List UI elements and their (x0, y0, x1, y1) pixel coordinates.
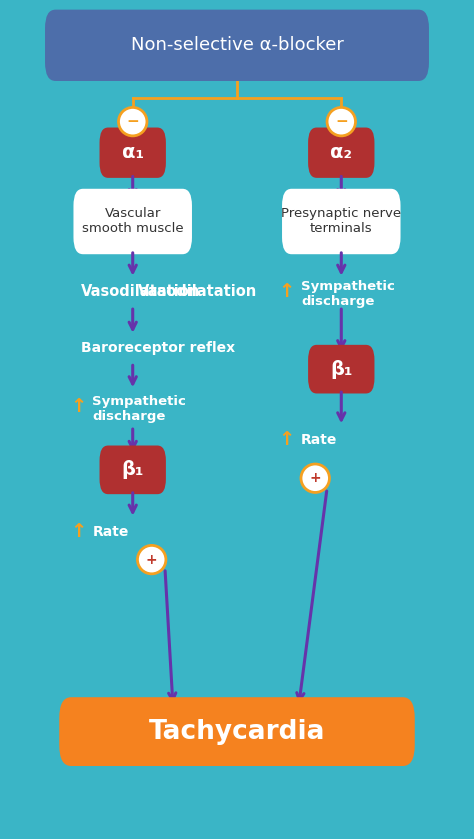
Text: Vascular
smooth muscle: Vascular smooth muscle (82, 207, 183, 236)
Text: Sympathetic
discharge: Sympathetic discharge (92, 394, 186, 423)
Ellipse shape (118, 107, 147, 136)
FancyBboxPatch shape (282, 189, 401, 254)
Ellipse shape (301, 464, 329, 492)
Text: ↑: ↑ (279, 430, 295, 449)
Text: Sympathetic
discharge: Sympathetic discharge (301, 279, 395, 308)
Text: Non-selective α-blocker: Non-selective α-blocker (130, 36, 344, 55)
Text: ↑: ↑ (70, 523, 86, 541)
Text: β₁: β₁ (121, 461, 144, 479)
Ellipse shape (137, 545, 166, 574)
FancyBboxPatch shape (59, 697, 415, 766)
Text: −: − (127, 114, 139, 129)
FancyBboxPatch shape (73, 189, 192, 254)
Text: Tachycardia: Tachycardia (149, 719, 325, 744)
Text: α₁: α₁ (122, 143, 144, 162)
FancyBboxPatch shape (45, 10, 429, 81)
Text: Rate: Rate (301, 433, 337, 446)
Text: −: − (335, 114, 347, 129)
Ellipse shape (327, 107, 356, 136)
Text: α₂: α₂ (330, 143, 352, 162)
Text: +: + (310, 472, 321, 485)
FancyBboxPatch shape (100, 128, 166, 178)
Text: Vasodilatation: Vasodilatation (81, 284, 200, 300)
Text: Presynaptic nerve
terminals: Presynaptic nerve terminals (281, 207, 401, 236)
FancyBboxPatch shape (308, 345, 374, 393)
Text: +: + (146, 553, 157, 566)
Text: Rate: Rate (92, 525, 129, 539)
Text: ↑: ↑ (279, 283, 295, 301)
Text: ↑: ↑ (70, 398, 86, 416)
Text: β₁: β₁ (330, 360, 353, 378)
Text: Baroreceptor reflex: Baroreceptor reflex (81, 341, 235, 355)
FancyBboxPatch shape (100, 446, 166, 494)
Text: Vasodilatation: Vasodilatation (137, 284, 257, 300)
FancyBboxPatch shape (308, 128, 374, 178)
